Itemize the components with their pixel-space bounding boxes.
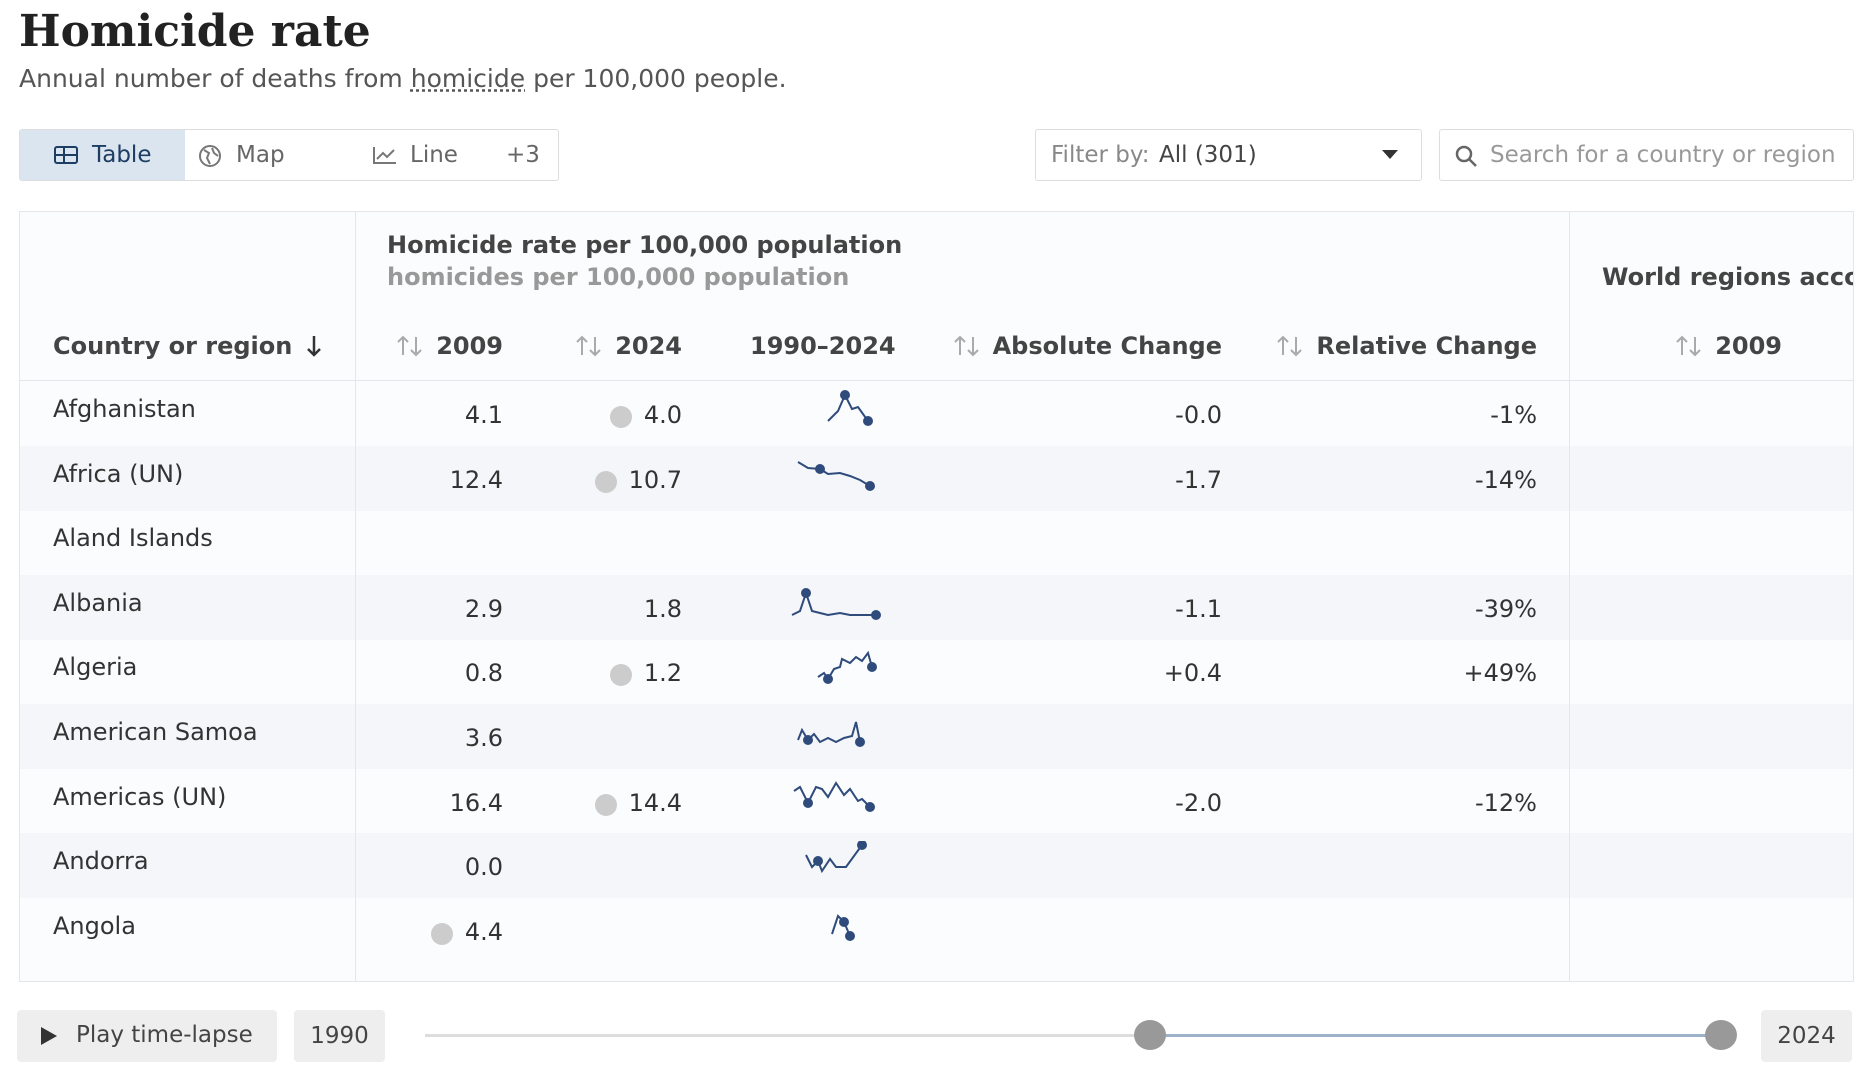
- tab-bar: Table Map Line +3: [19, 129, 559, 181]
- slider-range: [1150, 1034, 1721, 1037]
- sort-icon[interactable]: [396, 334, 424, 358]
- search-box[interactable]: Search for a country or region: [1439, 129, 1854, 181]
- subtitle: Annual number of deaths from homicide pe…: [19, 64, 787, 93]
- subtitle-text: Annual number of deaths from: [19, 64, 403, 93]
- icon: [199, 145, 221, 167]
- slider-thumb[interactable]: [1134, 1020, 1166, 1050]
- row-bg: [20, 445, 1853, 511]
- cell-value: 4.4: [464, 917, 503, 946]
- cell-value: -14%: [1474, 465, 1537, 494]
- sort-icon[interactable]: [306, 334, 322, 358]
- slider-thumb[interactable]: [1705, 1020, 1737, 1050]
- cell-value: 14.4: [628, 788, 682, 817]
- play-label: Play time-lapse: [76, 1022, 253, 1048]
- cell-value: 12.4: [449, 465, 503, 494]
- column-header: 1990–2024: [750, 332, 896, 360]
- cell-value: 0.0: [464, 853, 503, 882]
- cell-value: 10.7: [628, 465, 682, 494]
- info-icon[interactable]: [595, 470, 617, 493]
- tab-label: Table: [92, 142, 152, 168]
- row-label: Aland Islands: [53, 524, 213, 553]
- sparkline: [817, 651, 877, 685]
- start-year: 1990: [294, 1010, 385, 1062]
- subtitle-text: per 100,000 people.: [533, 64, 787, 93]
- row-bg: [20, 833, 1853, 899]
- cell-value: -39%: [1474, 594, 1537, 623]
- sparkline: [805, 841, 867, 874]
- data-table: Homicide rate per 100,000 population hom…: [19, 211, 1854, 982]
- cell-value: -2.0: [1175, 788, 1222, 817]
- sort-icon[interactable]: [1276, 334, 1304, 358]
- end-year: 2024: [1761, 1010, 1852, 1062]
- icon: [1455, 145, 1477, 167]
- sparkline: [831, 913, 855, 941]
- tab-more[interactable]: +3: [506, 142, 540, 168]
- cell-value: 1.8: [643, 594, 682, 623]
- icon: [1382, 150, 1398, 159]
- row-label: Andorra: [53, 847, 149, 876]
- tab-label: Map: [236, 142, 285, 168]
- column-header: 2009: [436, 332, 503, 360]
- cell-value: -1.1: [1175, 594, 1222, 623]
- cell-value: +0.4: [1163, 659, 1222, 688]
- info-icon[interactable]: [610, 664, 632, 687]
- tab-map[interactable]: Map: [198, 130, 338, 180]
- row-label: Algeria: [53, 653, 138, 682]
- info-icon[interactable]: [610, 406, 632, 428]
- row-bg: [20, 574, 1853, 640]
- cell-value: 0.8: [464, 659, 503, 688]
- icon: [54, 146, 78, 164]
- sparkline: [791, 587, 881, 620]
- cell-value: +49%: [1463, 659, 1537, 688]
- icon: [373, 147, 396, 164]
- column-header: Country or region: [53, 332, 293, 360]
- tab-table[interactable]: Table: [20, 130, 185, 180]
- cell-value: 16.4: [449, 788, 503, 817]
- column-header: Absolute Change: [992, 332, 1222, 360]
- row-label: Albania: [53, 588, 143, 617]
- group-header: World regions accor: [1602, 263, 1854, 291]
- row-label: Africa (UN): [53, 459, 184, 488]
- sparkline: [827, 390, 873, 426]
- icon: [41, 1027, 57, 1045]
- info-icon[interactable]: [595, 793, 617, 816]
- cell-value: 1.2: [643, 659, 682, 688]
- row-label: Americas (UN): [53, 782, 227, 811]
- filter-value: All (301): [1159, 142, 1257, 168]
- row-bg: [20, 704, 1853, 769]
- subtitle-link[interactable]: homicide: [410, 64, 526, 93]
- sparkline: [797, 460, 875, 491]
- sort-icon[interactable]: [953, 334, 981, 358]
- sparkline: [797, 721, 865, 747]
- row-label: Angola: [53, 911, 136, 940]
- row-label: American Samoa: [53, 718, 258, 746]
- sort-icon[interactable]: [1675, 334, 1703, 358]
- filter-dropdown[interactable]: Filter by: All (301): [1035, 129, 1422, 181]
- group-header: Homicide rate per 100,000 population: [387, 231, 903, 259]
- info-icon[interactable]: [431, 922, 453, 945]
- group-unit: homicides per 100,000 population: [387, 263, 850, 291]
- sort-icon[interactable]: [575, 334, 603, 358]
- cell-value: 3.6: [464, 724, 503, 752]
- column-header: Relative Change: [1316, 332, 1537, 360]
- cell-value: 4.1: [464, 401, 503, 429]
- search-placeholder: Search for a country or region: [1490, 142, 1836, 168]
- column-header: 2009: [1715, 332, 1782, 360]
- sparkline: [793, 780, 875, 812]
- cell-value: -12%: [1474, 788, 1537, 817]
- cell-value: 2.9: [464, 594, 503, 623]
- row-label: Afghanistan: [53, 395, 196, 423]
- cell-value: 4.0: [643, 401, 682, 429]
- slider-track: [425, 1034, 1721, 1037]
- filter-label: Filter by:: [1051, 142, 1150, 168]
- cell-value: -1.7: [1175, 465, 1222, 494]
- cell-value: -0.0: [1175, 401, 1222, 429]
- title: Homicide rate: [19, 6, 371, 57]
- cell-value: -1%: [1490, 401, 1537, 429]
- column-header: 2024: [615, 332, 682, 360]
- tab-line[interactable]: Line: [372, 130, 492, 180]
- tab-label: Line: [410, 142, 458, 168]
- play-button[interactable]: Play time-lapse: [17, 1010, 277, 1062]
